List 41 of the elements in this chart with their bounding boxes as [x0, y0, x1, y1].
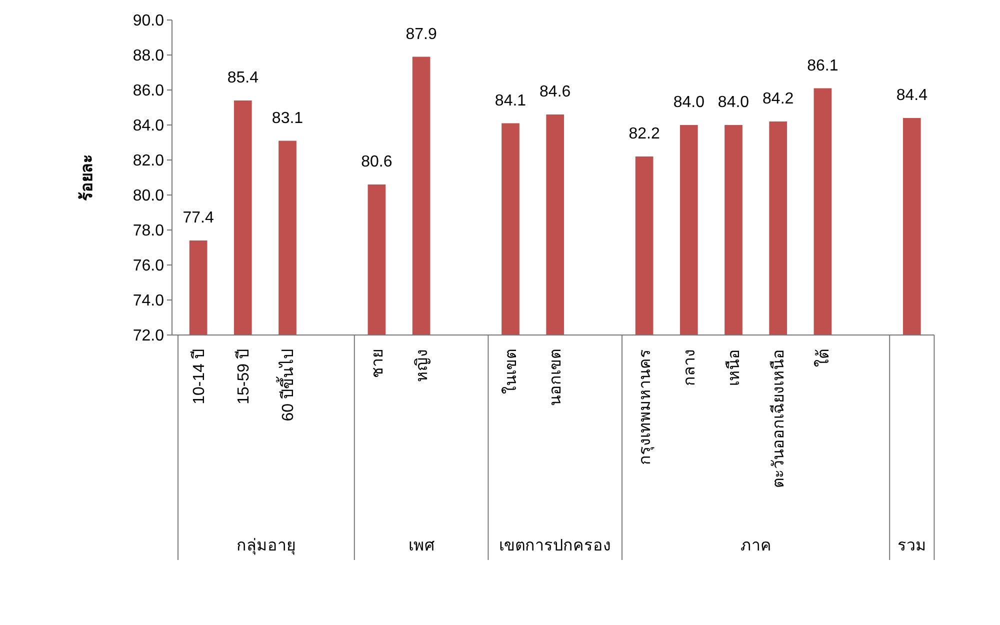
- data-label: 86.1: [807, 57, 838, 74]
- data-label: 77.4: [182, 210, 214, 226]
- x-tick-label: นอกเขต: [548, 349, 565, 406]
- data-label: 84.2: [762, 90, 794, 108]
- text: ภาค: [740, 538, 772, 555]
- x-tick-label: ใต้: [813, 349, 832, 367]
- data-label: 85.4: [227, 70, 259, 86]
- x-tick-label: 10-14 ปี: [190, 349, 208, 404]
- data-label: 84.0: [673, 94, 705, 111]
- x-tick-label: ตะวันออกเฉียงเหนือ: [770, 349, 788, 488]
- x-tick-label: ชาย: [369, 349, 386, 378]
- data-label: 84.4: [896, 87, 928, 104]
- y-tick-label: 72.0: [132, 328, 164, 345]
- data-label: 84.1: [494, 92, 526, 110]
- x-tick-label: เหนือ: [725, 349, 744, 386]
- y-tick-label: 80.0: [132, 188, 164, 205]
- text: กลุ่มอายุ: [236, 538, 296, 556]
- data-label: 82.2: [628, 126, 660, 142]
- data-label: 84.0: [718, 94, 750, 111]
- text: เขตการปกครอง: [499, 538, 612, 555]
- x-tick-label: ในเขต: [501, 349, 520, 394]
- x-tick-label: หญิง: [414, 349, 431, 382]
- y-tick-label: 78.0: [132, 222, 164, 240]
- x-tick-label: กรุงเทพมหานคร: [636, 349, 655, 465]
- y-tick-label: 86.0: [132, 82, 164, 100]
- y-tick-label: 82.0: [132, 152, 164, 170]
- x-tick-label: 60 ปีขึ้นไป: [276, 349, 298, 422]
- y-tick-label: 74.0: [132, 292, 164, 310]
- y-axis-title: ร้อยละ: [78, 154, 96, 201]
- y-tick-label: 88.0: [132, 48, 164, 65]
- data-label: 84.6: [540, 84, 571, 100]
- data-label: 83.1: [272, 110, 304, 127]
- data-label: 87.9: [406, 26, 437, 43]
- x-tick-label: กลาง: [682, 349, 698, 386]
- x-tick-label: 15-59 ปี: [234, 349, 252, 404]
- y-tick-label: 84.0: [132, 118, 164, 135]
- y-tick-label: 90.0: [132, 12, 164, 30]
- text: รวม: [897, 538, 926, 555]
- text: เพศ: [408, 538, 434, 555]
- y-tick-label: 76.0: [132, 258, 164, 275]
- data-label: 80.6: [361, 154, 392, 170]
